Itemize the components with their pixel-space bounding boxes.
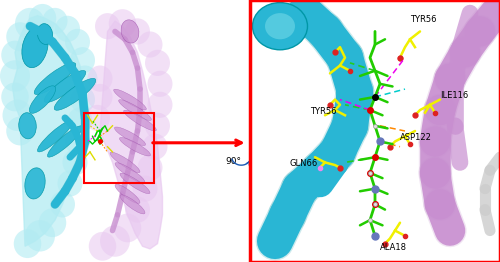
Ellipse shape <box>70 47 95 73</box>
Ellipse shape <box>65 128 90 155</box>
Ellipse shape <box>39 208 66 237</box>
Ellipse shape <box>38 121 72 152</box>
Text: TYR56: TYR56 <box>310 107 336 116</box>
Ellipse shape <box>114 89 146 110</box>
Ellipse shape <box>252 3 308 50</box>
Ellipse shape <box>54 78 96 110</box>
Ellipse shape <box>1 83 29 111</box>
Ellipse shape <box>2 100 32 131</box>
Ellipse shape <box>38 24 52 45</box>
Text: TYR56: TYR56 <box>410 15 436 24</box>
Ellipse shape <box>55 16 80 42</box>
Ellipse shape <box>114 127 146 145</box>
Text: GLN66: GLN66 <box>290 159 318 168</box>
Ellipse shape <box>109 9 136 38</box>
Ellipse shape <box>100 225 130 257</box>
Ellipse shape <box>88 66 112 92</box>
Ellipse shape <box>65 29 90 55</box>
Ellipse shape <box>142 134 168 160</box>
Ellipse shape <box>138 31 162 58</box>
Bar <box>84 113 154 183</box>
Ellipse shape <box>121 20 139 43</box>
Text: ALA18: ALA18 <box>380 243 407 252</box>
Ellipse shape <box>70 86 95 113</box>
Text: 90°: 90° <box>226 157 242 166</box>
Ellipse shape <box>110 152 140 173</box>
Ellipse shape <box>72 66 98 92</box>
Ellipse shape <box>25 168 45 199</box>
Ellipse shape <box>115 163 145 183</box>
Ellipse shape <box>118 100 152 121</box>
Ellipse shape <box>115 184 140 204</box>
Text: ILE116: ILE116 <box>440 91 468 100</box>
Ellipse shape <box>145 113 170 139</box>
Ellipse shape <box>6 117 34 145</box>
Ellipse shape <box>148 71 172 97</box>
Ellipse shape <box>132 176 158 202</box>
Ellipse shape <box>148 92 172 118</box>
Ellipse shape <box>120 173 150 194</box>
Ellipse shape <box>125 18 150 45</box>
Ellipse shape <box>120 195 145 214</box>
Ellipse shape <box>44 70 86 102</box>
Ellipse shape <box>138 155 162 181</box>
Ellipse shape <box>25 220 55 252</box>
Ellipse shape <box>30 86 56 113</box>
Ellipse shape <box>42 8 68 34</box>
Ellipse shape <box>124 110 156 131</box>
Ellipse shape <box>6 22 34 51</box>
Polygon shape <box>12 16 85 246</box>
Ellipse shape <box>95 13 120 39</box>
Ellipse shape <box>89 232 116 261</box>
Ellipse shape <box>1 41 29 69</box>
Ellipse shape <box>34 63 76 95</box>
Ellipse shape <box>29 4 56 33</box>
Ellipse shape <box>88 84 112 110</box>
Ellipse shape <box>68 107 92 134</box>
Ellipse shape <box>58 170 82 196</box>
Ellipse shape <box>50 191 75 217</box>
Ellipse shape <box>0 60 30 92</box>
Ellipse shape <box>114 214 141 242</box>
Ellipse shape <box>120 138 150 156</box>
Ellipse shape <box>265 13 295 39</box>
Ellipse shape <box>85 105 110 131</box>
Text: ASP122: ASP122 <box>400 133 432 142</box>
Ellipse shape <box>145 50 170 76</box>
Ellipse shape <box>125 196 150 223</box>
Ellipse shape <box>14 229 41 258</box>
Polygon shape <box>100 21 162 249</box>
Ellipse shape <box>18 113 36 139</box>
Ellipse shape <box>15 8 45 39</box>
Ellipse shape <box>48 126 82 157</box>
Ellipse shape <box>22 27 48 68</box>
Ellipse shape <box>62 149 88 176</box>
